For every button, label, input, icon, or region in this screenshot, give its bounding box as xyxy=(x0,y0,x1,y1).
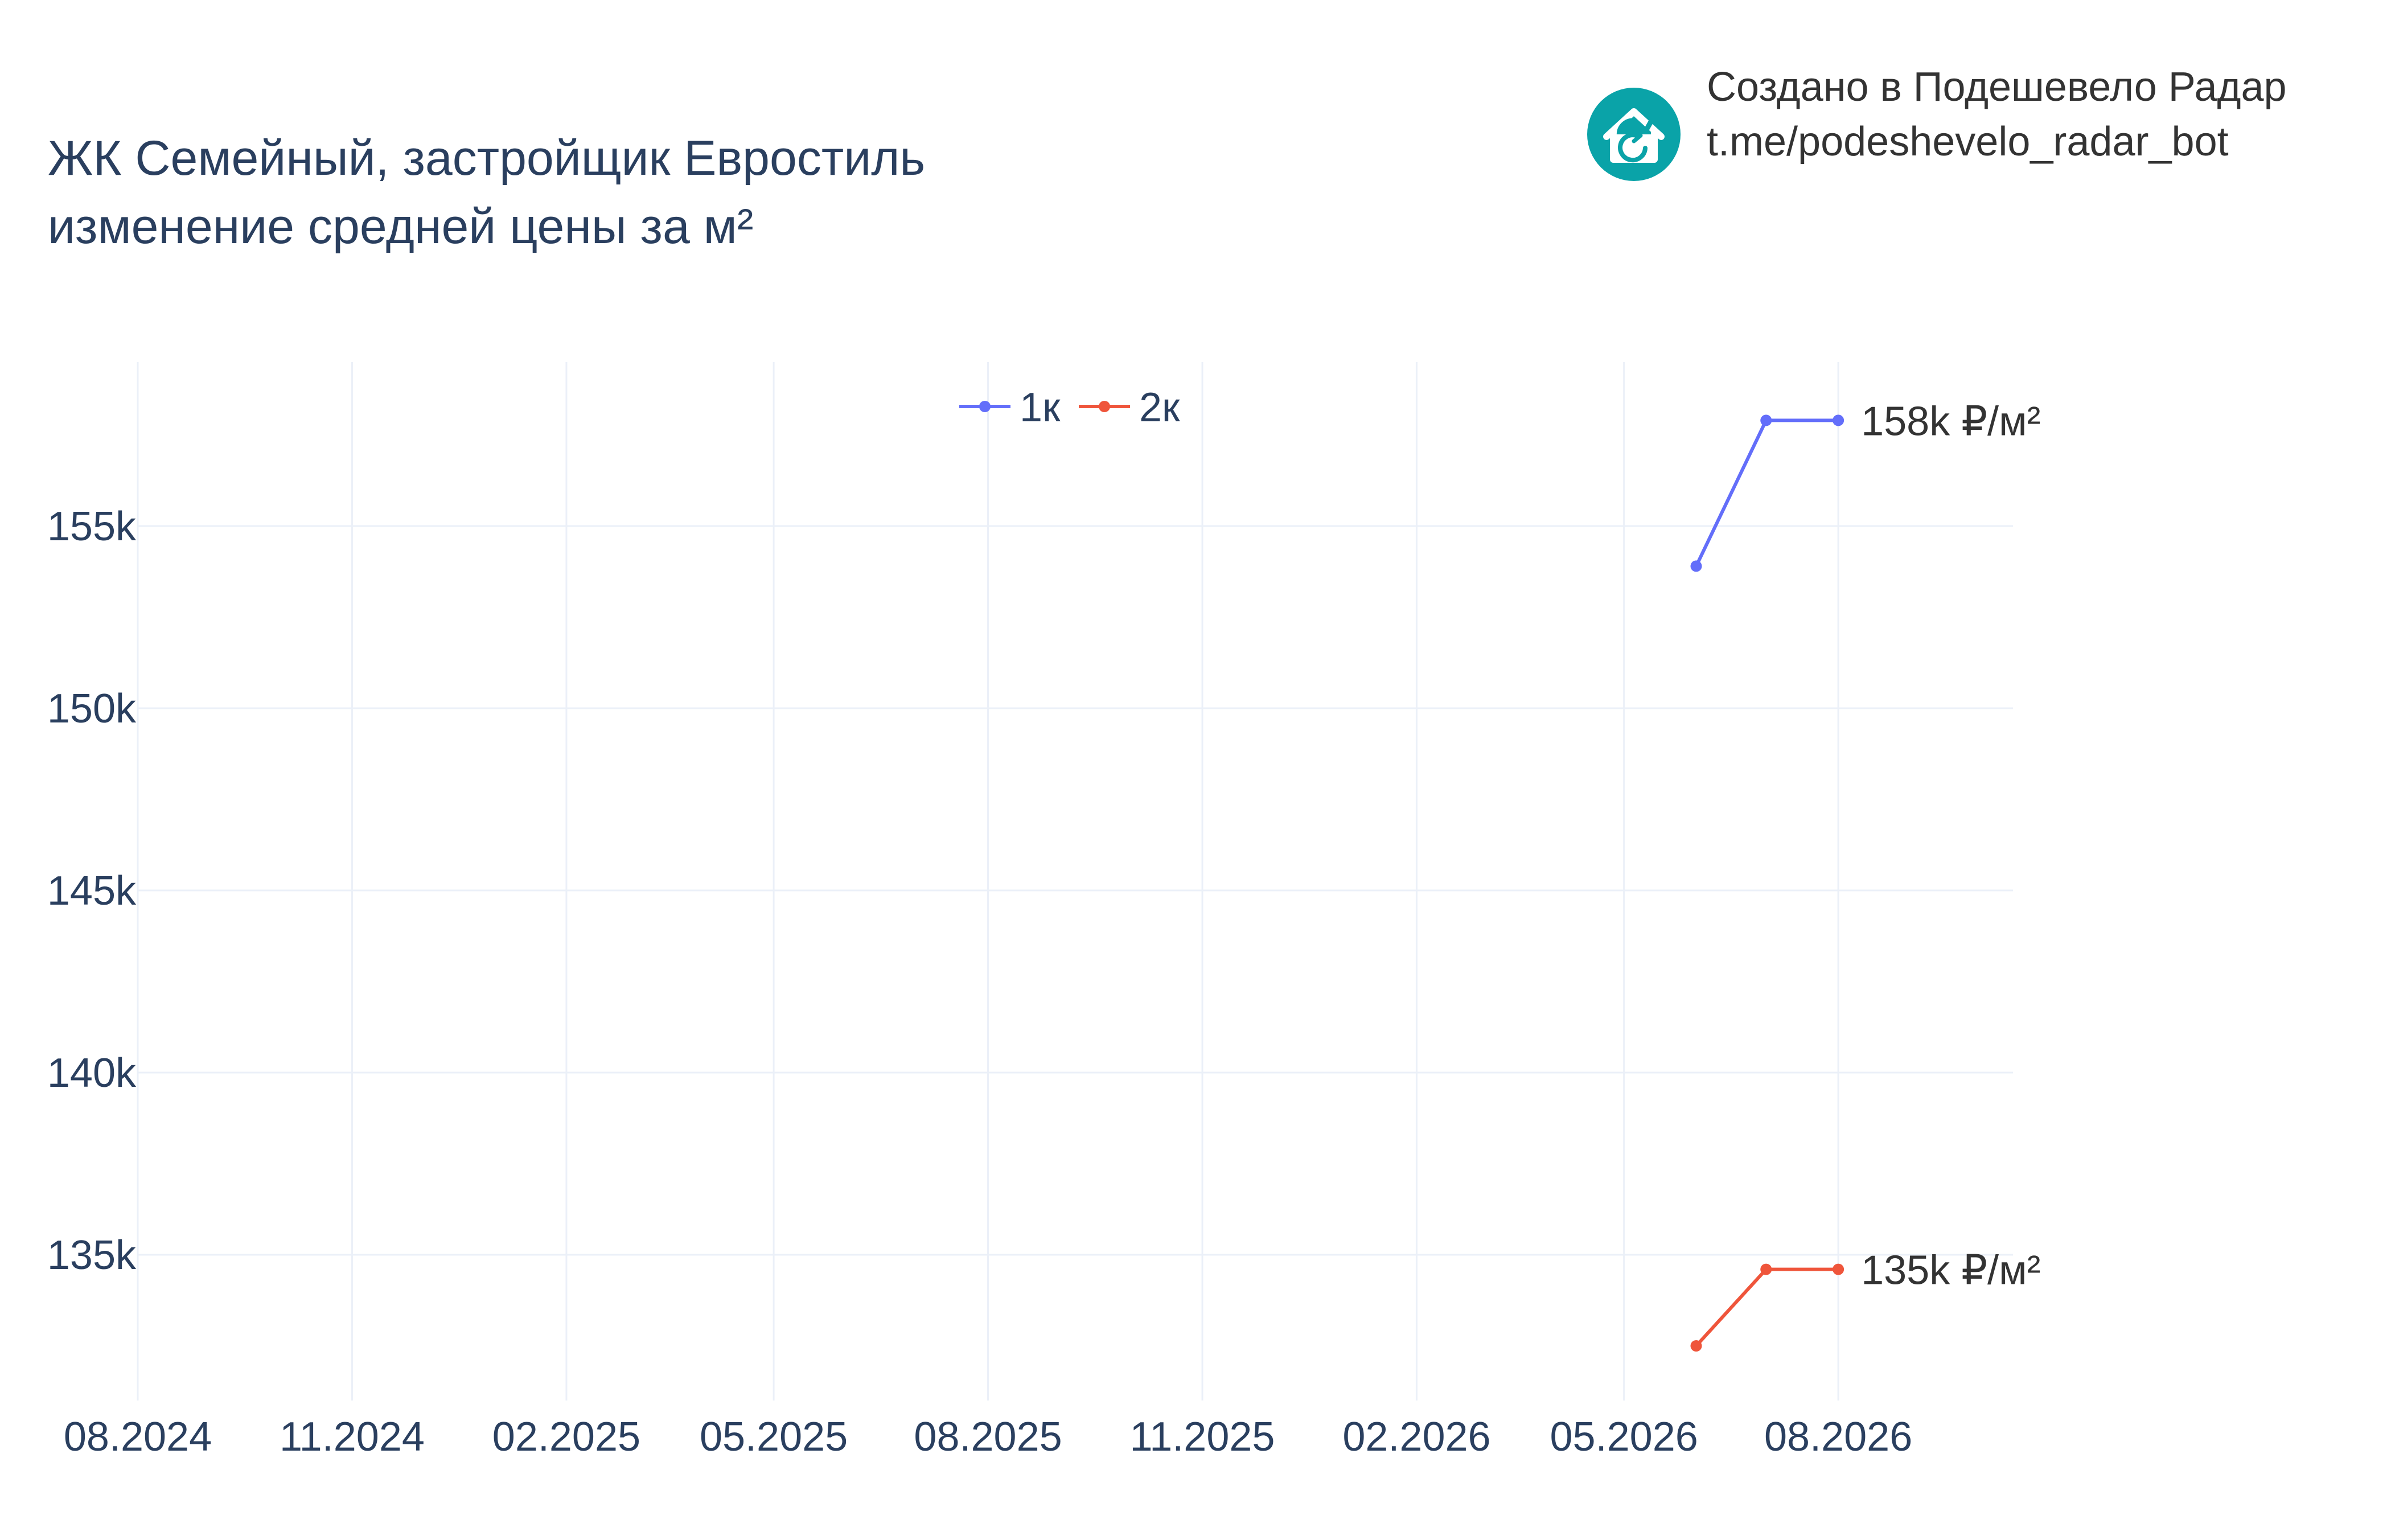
legend-label: 2к xyxy=(1139,385,1180,430)
y-tick-label: 140k xyxy=(47,1050,137,1096)
x-tick-label: 08.2026 xyxy=(1764,1414,1912,1460)
x-tick-label: 08.2025 xyxy=(914,1414,1062,1460)
legend-marker xyxy=(1099,401,1110,412)
x-tick-label: 11.2024 xyxy=(280,1414,425,1460)
data-point xyxy=(1760,414,1772,426)
legend-item-2[interactable]: 2к xyxy=(1079,385,1180,430)
legend: 1к 2к xyxy=(959,385,1180,430)
series-end-label: 135k ₽/м² xyxy=(1861,1248,2040,1293)
series-2: 135k ₽/м² xyxy=(1690,1248,2041,1352)
series: 158k ₽/м² 135k ₽/м² xyxy=(1690,399,2041,1352)
x-tick-label: 02.2026 xyxy=(1342,1414,1490,1460)
x-tick-label: 02.2025 xyxy=(492,1414,640,1460)
series-1: 158k ₽/м² xyxy=(1690,399,2041,572)
data-point xyxy=(1833,1263,1844,1275)
legend-label: 1к xyxy=(1020,385,1061,430)
data-point xyxy=(1833,414,1844,426)
x-tick-label: 05.2025 xyxy=(700,1414,848,1460)
brand-logo xyxy=(1587,88,1681,181)
x-tick-label: 05.2026 xyxy=(1550,1414,1698,1460)
y-tick-label: 150k xyxy=(47,686,137,732)
y-tick-label: 155k xyxy=(47,504,137,549)
brand-name: Создано в Подешевело Радар xyxy=(1707,64,2287,110)
legend-item-1[interactable]: 1к xyxy=(959,385,1061,430)
y-tick-label: 135k xyxy=(47,1233,137,1278)
data-point xyxy=(1760,1263,1772,1275)
series-end-label: 158k ₽/м² xyxy=(1861,399,2040,444)
y-tick-label: 145k xyxy=(47,868,137,914)
grid-lines xyxy=(137,362,2013,1401)
legend-marker xyxy=(979,401,991,412)
data-point xyxy=(1690,560,1702,572)
data-point xyxy=(1690,1340,1702,1352)
x-tick-label: 08.2024 xyxy=(64,1414,212,1460)
brand-link[interactable]: t.me/podeshevelo_radar_bot xyxy=(1707,119,2229,165)
axes: 08.2024 11.2024 02.2025 05.2025 08.2025 11.20… xyxy=(47,504,1912,1460)
x-tick-label: 11.2025 xyxy=(1130,1414,1275,1460)
chart-title-line1: ЖК Семейный, застройщик Евростиль xyxy=(48,131,925,186)
chart-title-line2: изменение средней цены за м² xyxy=(48,199,753,254)
